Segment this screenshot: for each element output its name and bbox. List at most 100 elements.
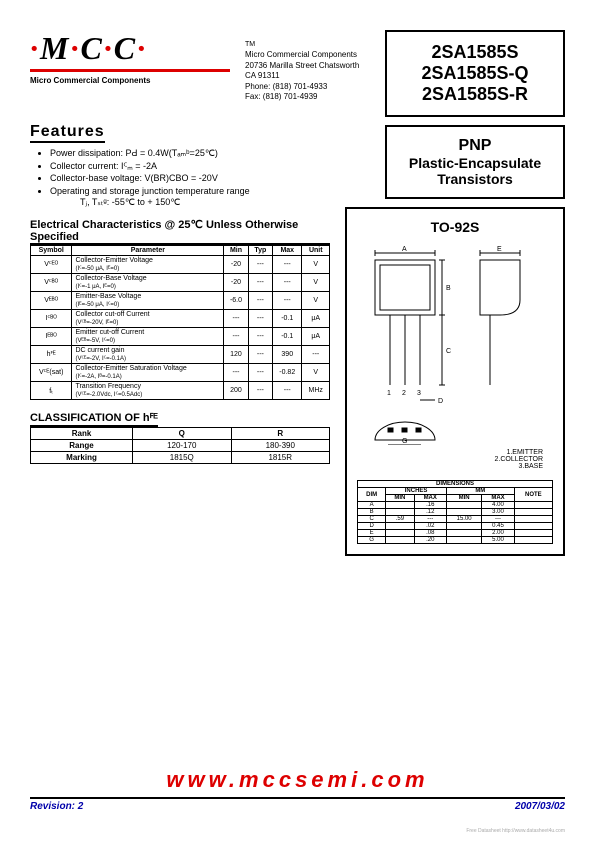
dim-cell: .20 bbox=[414, 537, 446, 544]
svg-text:C: C bbox=[446, 348, 451, 355]
dim-cell: --- bbox=[414, 516, 446, 523]
feature-item: Power dissipation: PԀ = 0.4W(Tₐₘᵇ=25℃) bbox=[50, 147, 330, 160]
class-cell: 180-390 bbox=[231, 440, 330, 452]
product-type-box: PNP Plastic-Encapsulate Transistors bbox=[385, 125, 565, 199]
dim-cell: 3.00 bbox=[482, 509, 514, 516]
part-1: 2SA1585S bbox=[402, 42, 548, 63]
ec-param: Collector-Emitter Saturation Voltage(Iꟲ=… bbox=[72, 364, 224, 382]
ec-param: Transition Frequency(Vꟲᴱ=-2.0Vdc, Iꟲ=0.5… bbox=[72, 382, 224, 400]
ec-typ: --- bbox=[248, 382, 272, 400]
ec-param: Collector-Emitter Voltage(Iꟲ=-50 μA, Iᴱ=… bbox=[72, 256, 224, 274]
ec-typ: --- bbox=[248, 292, 272, 310]
logo-block: ·M·C·C· Micro Commercial Components bbox=[30, 30, 230, 85]
pin-1: 1.EMITTER bbox=[357, 449, 543, 456]
ec-max: -0.82 bbox=[273, 364, 302, 382]
logo: ·M·C·C· bbox=[30, 30, 230, 72]
dim-sub: MIN bbox=[386, 495, 414, 502]
ec-col: Parameter bbox=[72, 246, 224, 256]
ec-col: Symbol bbox=[31, 246, 72, 256]
company-street: 20736 Marilla Street Chatsworth bbox=[245, 61, 359, 71]
ec-max: --- bbox=[273, 274, 302, 292]
subtitle-l2: Plastic-Encapsulate bbox=[402, 155, 548, 171]
ec-param: DC current gain(Vꟲᴱ=-2V, Iꟲ=-0.1A) bbox=[72, 346, 224, 364]
dim-cell bbox=[514, 509, 552, 516]
ec-min: -20 bbox=[224, 274, 248, 292]
svg-text:E: E bbox=[497, 246, 502, 253]
classification-header: CLASSIFICATION OF hꟳᴱ bbox=[30, 410, 158, 427]
ec-max: -0.1 bbox=[273, 310, 302, 328]
dim-cell: .08 bbox=[414, 530, 446, 537]
feature-item: Collector-base voltage: V(BR)CBO = -20V bbox=[50, 172, 330, 185]
electrical-characteristics-table: Symbol Parameter Min Typ Max Unit Vꟲᴱᴼ C… bbox=[30, 245, 330, 400]
dimensions-table: DIMENSIONS DIM INCHES MM NOTE MIN MAX MI… bbox=[357, 480, 553, 544]
class-col: R bbox=[231, 428, 330, 440]
logo-subtitle: Micro Commercial Components bbox=[30, 76, 230, 85]
ec-unit: μA bbox=[302, 328, 330, 346]
ec-unit: V bbox=[302, 256, 330, 274]
dim-cell: G bbox=[358, 537, 386, 544]
dim-cell bbox=[386, 509, 414, 516]
class-col: Q bbox=[133, 428, 231, 440]
ec-min: 200 bbox=[224, 382, 248, 400]
ec-typ: --- bbox=[248, 274, 272, 292]
ec-unit: V bbox=[302, 364, 330, 382]
dim-cell bbox=[446, 509, 481, 516]
svg-text:A: A bbox=[402, 246, 407, 253]
dim-cell bbox=[446, 530, 481, 537]
classification-table: Rank Q R Range 120-170 180-390 Marking 1… bbox=[30, 427, 330, 464]
dim-cell bbox=[514, 502, 552, 509]
dim-cell: .16 bbox=[414, 502, 446, 509]
dim-cell: 2.00 bbox=[482, 530, 514, 537]
ec-min: -20 bbox=[224, 256, 248, 274]
ec-typ: --- bbox=[248, 328, 272, 346]
ec-sym: Vꟲᴱ(sat) bbox=[31, 364, 72, 382]
ec-min: --- bbox=[224, 328, 248, 346]
class-row-label: Marking bbox=[31, 452, 133, 464]
dim-col: INCHES bbox=[386, 488, 447, 495]
ec-param: Collector-Base Voltage(Iꟲ=-1 μA, Iᴱ=0) bbox=[72, 274, 224, 292]
dim-col: DIM bbox=[358, 488, 386, 502]
dim-cell bbox=[386, 530, 414, 537]
ec-header: Electrical Characteristics @ 25℃ Unless … bbox=[30, 218, 330, 245]
ec-col: Unit bbox=[302, 246, 330, 256]
svg-text:G: G bbox=[402, 438, 407, 445]
package-title: TO-92S bbox=[357, 219, 553, 235]
features-section: Features Power dissipation: PԀ = 0.4W(Tₐ… bbox=[30, 117, 330, 208]
footer-url: www.mccsemi.com bbox=[0, 767, 595, 793]
dim-cell: D bbox=[358, 523, 386, 530]
svg-text:B: B bbox=[446, 285, 451, 292]
class-cell: 1815Q bbox=[133, 452, 231, 464]
dim-cell: --- bbox=[482, 516, 514, 523]
features-header: Features bbox=[30, 123, 105, 143]
dim-sub: MAX bbox=[414, 495, 446, 502]
ec-unit: V bbox=[302, 274, 330, 292]
date-label: 2007/03/02 bbox=[515, 801, 565, 812]
part-3: 2SA1585S-R bbox=[402, 84, 548, 105]
company-phone: Phone: (818) 701-4933 bbox=[245, 82, 359, 92]
part-2: 2SA1585S-Q bbox=[402, 63, 548, 84]
class-col: Rank bbox=[31, 428, 133, 440]
dim-cell bbox=[514, 523, 552, 530]
subtitle-l1: PNP bbox=[402, 137, 548, 155]
dim-cell: .12 bbox=[414, 509, 446, 516]
dim-cell bbox=[446, 502, 481, 509]
company-fax: Fax: (818) 701-4939 bbox=[245, 92, 359, 102]
ec-unit: --- bbox=[302, 346, 330, 364]
ec-param: Emitter-Base Voltage(Iᴱ=-50 μA, Iꟲ=0) bbox=[72, 292, 224, 310]
ec-min: --- bbox=[224, 310, 248, 328]
ec-max: --- bbox=[273, 382, 302, 400]
ec-sym: Vꟲᴱᴼ bbox=[31, 256, 72, 274]
ec-sym: fₜ bbox=[31, 382, 72, 400]
ec-max: --- bbox=[273, 256, 302, 274]
dim-header: DIMENSIONS bbox=[358, 481, 553, 488]
ec-max: 390 bbox=[273, 346, 302, 364]
feature-item: Operating and storage junction temperatu… bbox=[50, 185, 330, 198]
ec-unit: MHz bbox=[302, 382, 330, 400]
ec-col: Max bbox=[273, 246, 302, 256]
dim-cell: A bbox=[358, 502, 386, 509]
pin-3: 3.BASE bbox=[357, 463, 543, 470]
dim-cell: E bbox=[358, 530, 386, 537]
ec-param: Emitter cut-off Current(Vᴱᴮ=-5V, Iꟲ=0) bbox=[72, 328, 224, 346]
ec-max: -0.1 bbox=[273, 328, 302, 346]
dim-cell bbox=[386, 523, 414, 530]
